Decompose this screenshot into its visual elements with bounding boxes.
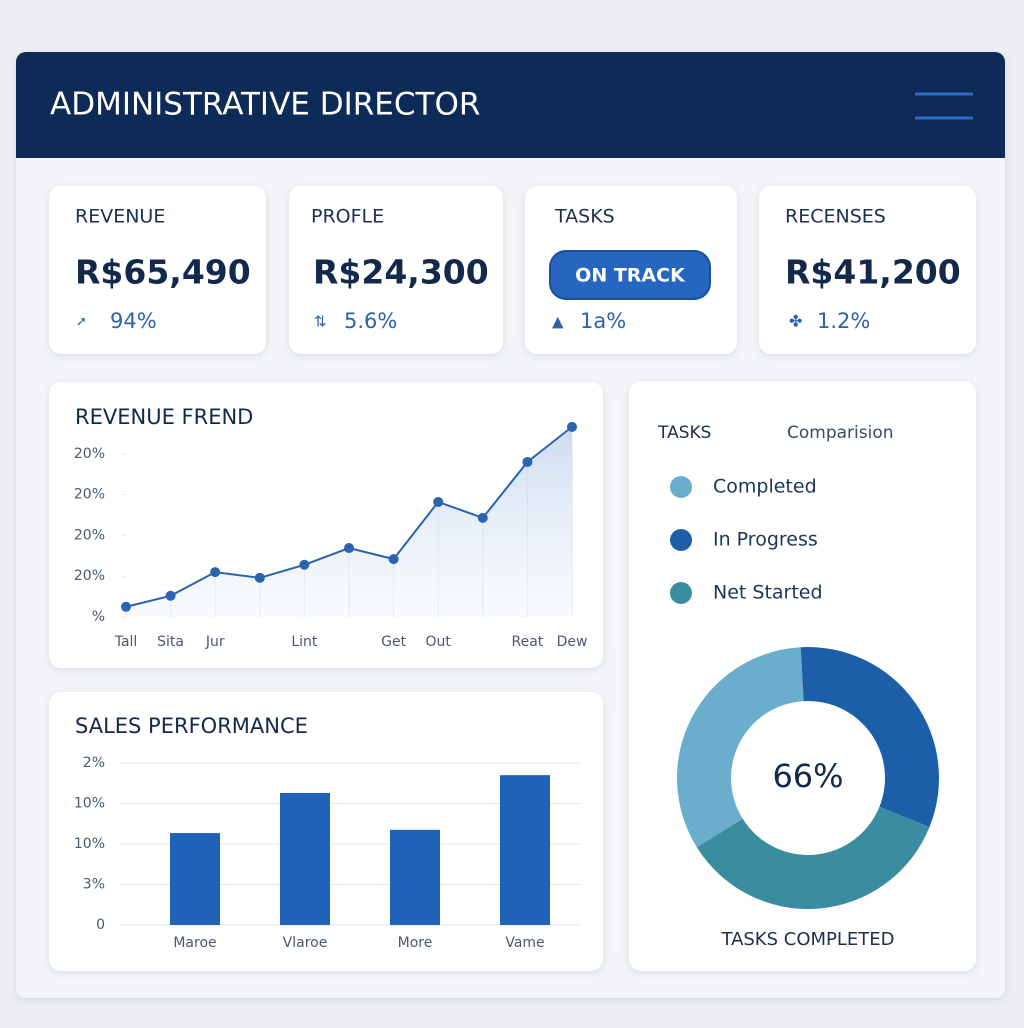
header-title: ADMINISTRATIVE DIRECTOR: [50, 87, 480, 123]
y-tick-label: 3%: [83, 877, 105, 893]
line-point: [388, 554, 399, 565]
x-tick-label: Vlaroe: [283, 935, 328, 951]
line-point: [433, 496, 444, 507]
kpi-change: 94%: [110, 309, 157, 333]
x-tick-label: Vame: [505, 935, 544, 951]
chart-title: TASKS: [657, 423, 711, 443]
bar: [280, 792, 330, 925]
y-tick-label: %: [92, 609, 105, 625]
y-tick-label: 0: [96, 917, 105, 933]
line-point: [254, 572, 265, 583]
line-point: [121, 601, 131, 612]
line-point: [344, 543, 354, 554]
line-point: [477, 512, 488, 523]
x-tick-label: Out: [426, 634, 452, 650]
x-tick-label: Sita: [157, 634, 184, 650]
x-tick-label: Dew: [557, 634, 588, 650]
legend-swatch: [670, 529, 692, 551]
kpi-value: R$41,200: [785, 253, 961, 292]
chart-title: SALES PERFORMANCE: [75, 714, 308, 738]
kpi-change: 1.2%: [817, 309, 870, 333]
x-tick-label: Reat: [512, 634, 544, 650]
x-tick-label: Maroe: [173, 935, 216, 951]
legend-label: Net Started: [713, 582, 823, 604]
x-tick-label: Jur: [205, 634, 225, 650]
line-point: [567, 421, 577, 432]
line-point: [299, 559, 310, 570]
kpi-card: [759, 186, 976, 354]
y-tick-label: 20%: [74, 487, 105, 503]
kpi-change: 1a%: [580, 309, 626, 333]
x-tick-label: More: [398, 935, 433, 951]
kpi-label: PROFLE: [311, 206, 384, 228]
legend-label: In Progress: [713, 529, 818, 551]
y-tick-label: 10%: [74, 836, 105, 852]
kpi-icon: ✤: [789, 312, 802, 331]
kpi-value: R$24,300: [313, 253, 489, 292]
line-point: [165, 590, 176, 601]
kpi-label: RECENSES: [785, 206, 886, 228]
chart-footer: TASKS COMPLETED: [720, 929, 894, 950]
bar: [500, 775, 550, 925]
line-point: [210, 567, 221, 578]
kpi-change: 5.6%: [344, 309, 397, 333]
x-tick-label: Tall: [114, 634, 138, 650]
chart-title: REVENUE FREND: [75, 405, 253, 429]
bar: [390, 829, 440, 925]
kpi-value: R$65,490: [75, 253, 251, 292]
y-tick-label: 20%: [74, 446, 105, 462]
y-tick-label: 20%: [74, 527, 105, 543]
y-tick-label: 20%: [74, 568, 105, 584]
kpi-icon: ➚: [76, 315, 87, 330]
kpi-label: REVENUE: [75, 206, 165, 228]
donut-segment: [677, 647, 804, 848]
line-area: [126, 426, 572, 617]
status-badge[interactable]: [549, 250, 711, 300]
donut-segment: [800, 647, 939, 828]
menu-icon[interactable]: [915, 92, 973, 120]
kpi-card: [49, 186, 266, 354]
y-tick-label: 10%: [74, 796, 105, 812]
donut-segment: [696, 806, 930, 910]
legend-swatch: [670, 582, 692, 604]
kpi-card: [289, 186, 503, 354]
header-bar: [16, 52, 1005, 158]
kpi-icon: ⇅: [314, 313, 327, 331]
donut-center-label: 66%: [772, 757, 843, 795]
line-point: [522, 456, 533, 467]
legend-label: Completed: [713, 476, 817, 498]
kpi-icon: ▲: [552, 313, 564, 331]
status-badge-text: ON TRACK: [575, 265, 686, 287]
kpi-label: TASKS: [554, 206, 615, 228]
y-tick-label: 2%: [83, 755, 105, 771]
bar: [170, 833, 220, 925]
x-tick-label: Lint: [291, 634, 318, 650]
legend-swatch: [670, 476, 692, 498]
x-tick-label: Get: [381, 634, 406, 650]
kpi-row: REVENUE R$65,490 ➚ 94% PROFLE R$24,300 ⇅…: [49, 186, 976, 354]
chart-subtitle: Comparision: [787, 423, 894, 443]
